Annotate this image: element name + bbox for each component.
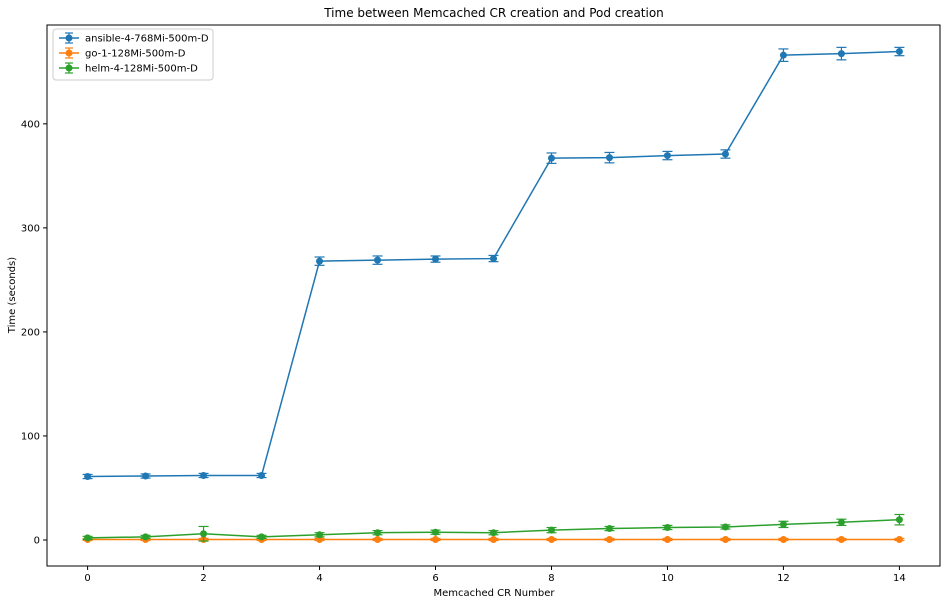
x-axis-label: Memcached CR Number: [434, 588, 556, 599]
data-point: [779, 51, 787, 59]
data-point: [779, 535, 787, 543]
legend-marker: [65, 49, 73, 57]
y-tick-label: 300: [21, 223, 40, 234]
data-point: [605, 154, 613, 162]
data-point: [316, 257, 324, 265]
legend-marker: [65, 34, 73, 42]
data-point: [142, 533, 150, 541]
legend-item: helm-4-128Mi-500m-D: [59, 62, 198, 75]
data-point: [200, 530, 208, 538]
data-point: [547, 526, 555, 534]
legend-label: ansible-4-768Mi-500m-D: [85, 34, 209, 45]
x-tick-label: 10: [661, 573, 674, 584]
data-point: [663, 524, 671, 532]
data-point: [258, 533, 266, 541]
y-axis-label: Time (seconds): [7, 257, 18, 334]
x-tick-label: 6: [432, 573, 438, 584]
data-point: [547, 535, 555, 543]
x-tick-label: 14: [893, 573, 906, 584]
data-point: [258, 471, 266, 479]
data-point: [84, 534, 92, 542]
data-point: [895, 48, 903, 56]
y-tick-label: 200: [21, 327, 40, 338]
series-go-1-128Mi-500m-D: [82, 535, 905, 543]
data-point: [895, 516, 903, 524]
data-point: [663, 535, 671, 543]
legend-marker: [65, 64, 73, 72]
data-point: [837, 535, 845, 543]
data-point: [721, 535, 729, 543]
data-point: [547, 154, 555, 162]
data-point: [374, 256, 382, 264]
legend-item: ansible-4-768Mi-500m-D: [59, 32, 209, 45]
data-point: [837, 518, 845, 526]
x-tick-label: 4: [316, 573, 322, 584]
data-point: [663, 152, 671, 160]
x-tick-label: 2: [200, 573, 206, 584]
data-point: [837, 50, 845, 58]
x-tick-label: 12: [777, 573, 790, 584]
data-point: [432, 255, 440, 263]
data-point: [432, 528, 440, 536]
data-point: [84, 473, 92, 481]
data-point: [142, 472, 150, 480]
legend-box: [52, 28, 214, 81]
data-point: [721, 150, 729, 158]
series-helm-4-128Mi-500m-D: [82, 513, 905, 542]
data-point: [374, 535, 382, 543]
data-point: [895, 535, 903, 543]
plot-frame: [46, 24, 941, 567]
y-tick-label: 400: [21, 119, 40, 130]
data-point: [605, 525, 613, 533]
series-ansible-4-768Mi-500m-D: [82, 46, 905, 481]
x-tick-label: 8: [548, 573, 554, 584]
data-point: [721, 523, 729, 531]
y-tick-label: 100: [21, 431, 40, 442]
legend: ansible-4-768Mi-500m-D go-1-128Mi-500m-D h…: [52, 28, 214, 81]
data-point: [605, 535, 613, 543]
legend-item: go-1-128Mi-500m-D: [59, 47, 186, 60]
y-tick-label: 0: [34, 535, 40, 546]
data-point: [490, 529, 497, 537]
legend-label: go-1-128Mi-500m-D: [85, 49, 186, 60]
data-point: [200, 471, 208, 479]
x-axis-ticks: 0 2 4 6 8 10 12 14: [84, 566, 906, 584]
x-tick-label: 0: [84, 573, 90, 584]
data-point: [779, 520, 787, 528]
plot-area: [46, 24, 941, 567]
y-axis-ticks: 0 100 200 300 400: [21, 119, 47, 546]
data-point: [374, 529, 382, 537]
data-point: [432, 535, 440, 543]
data-point: [490, 535, 497, 543]
data-point: [316, 531, 324, 539]
legend-label: helm-4-128Mi-500m-D: [85, 64, 198, 75]
series-layer: [82, 46, 905, 543]
data-point: [490, 255, 497, 263]
chart-title: Time between Memcached CR creation and P…: [323, 6, 664, 20]
